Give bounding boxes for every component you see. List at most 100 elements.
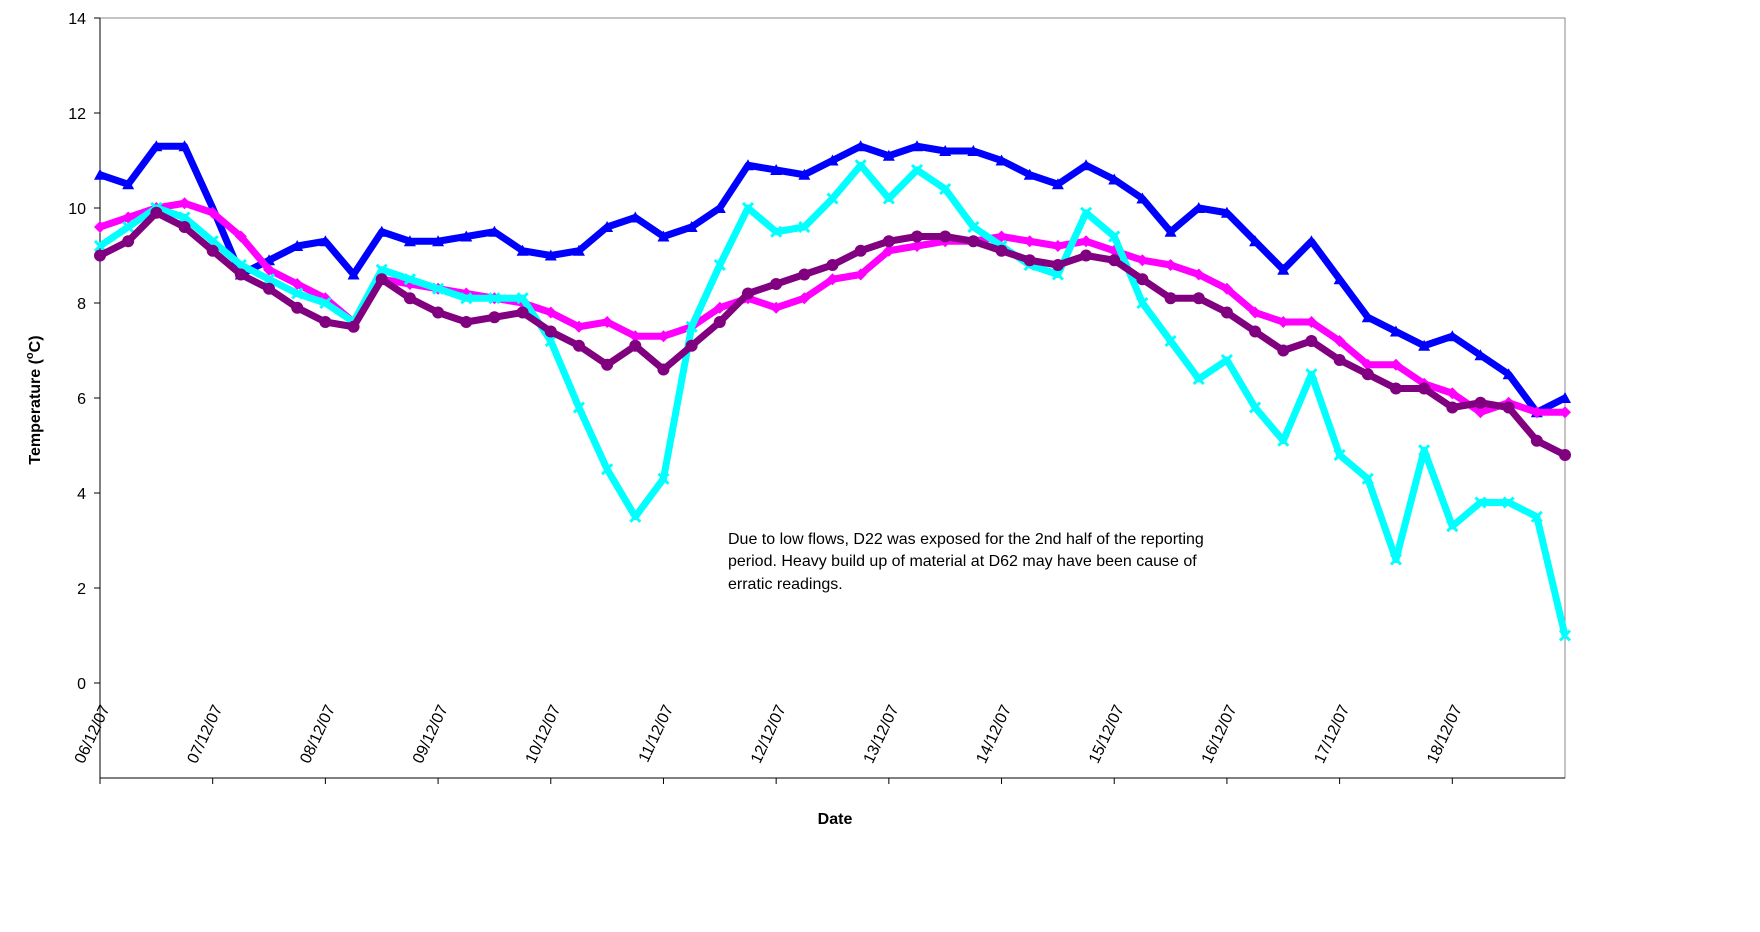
point: [1530, 510, 1543, 523]
point: [1389, 553, 1403, 566]
y-axis-label: Temperature (oC): [24, 335, 44, 464]
point: [1446, 401, 1459, 414]
x-tick-label: 11/12/07: [636, 702, 677, 765]
point: [770, 225, 783, 238]
point: [1474, 349, 1487, 361]
point: [657, 330, 670, 343]
point: [347, 268, 360, 280]
x-tick-label: 09/12/07: [410, 702, 452, 766]
point: [1361, 368, 1374, 381]
point: [601, 358, 614, 371]
point: [601, 221, 614, 232]
point: [741, 201, 755, 215]
point: [1192, 202, 1205, 213]
point: [1080, 249, 1093, 262]
point: [375, 263, 388, 276]
x-axis-label: Date: [818, 811, 853, 828]
point: [685, 221, 698, 232]
point: [94, 168, 106, 180]
point: [882, 192, 895, 205]
y-tick-label: 10: [68, 201, 86, 218]
point: [122, 220, 135, 234]
point: [1108, 230, 1121, 243]
point: [1502, 368, 1515, 380]
point: [995, 230, 1008, 243]
x-tick-label: 12/12/07: [748, 702, 790, 766]
point: [150, 206, 163, 219]
y-tick-label: 8: [77, 296, 86, 313]
point: [1051, 268, 1064, 281]
point: [516, 244, 529, 256]
point: [1249, 401, 1262, 414]
point: [826, 154, 839, 166]
annotation: Due to low flows, D22 was exposed for th…: [728, 531, 1204, 548]
y-tick-label: 0: [77, 676, 86, 693]
plot-frame: [99, 17, 1566, 779]
point: [1446, 330, 1459, 342]
point: [741, 287, 754, 300]
point: [1305, 368, 1318, 381]
point: [1333, 273, 1346, 285]
x-tick-label: 10/12/07: [523, 702, 565, 766]
point: [1023, 168, 1036, 180]
x-tick-label: 14/12/07: [973, 702, 1015, 766]
point: [291, 278, 304, 290]
point: [1080, 159, 1093, 171]
point: [1361, 358, 1374, 371]
point: [432, 282, 445, 295]
point: [544, 249, 557, 261]
point: [319, 316, 332, 328]
point: [854, 244, 867, 257]
point: [234, 268, 247, 281]
point: [572, 244, 585, 256]
point: [629, 339, 642, 352]
y-tick-label: 2: [77, 581, 86, 598]
point: [94, 221, 106, 233]
y-tick-label: 4: [77, 486, 86, 503]
point: [770, 164, 783, 175]
point: [178, 140, 191, 152]
point: [798, 168, 811, 180]
point: [854, 140, 867, 152]
point: [1502, 496, 1515, 509]
x-tick-label: 16/12/07: [1199, 702, 1241, 766]
point: [1023, 235, 1036, 248]
point: [460, 230, 473, 242]
point: [911, 140, 924, 152]
point: [601, 463, 614, 476]
point: [572, 339, 585, 352]
point: [178, 221, 191, 233]
point: [347, 320, 360, 333]
point: [939, 145, 952, 156]
point: [206, 206, 219, 219]
point: [1305, 316, 1318, 328]
point: [1192, 268, 1205, 281]
y-label-part: C): [27, 335, 44, 352]
point: [1164, 225, 1177, 237]
x-tick-label: 13/12/07: [861, 702, 903, 766]
point: [1389, 325, 1402, 337]
point: [1220, 306, 1233, 319]
point: [798, 268, 811, 281]
point: [713, 258, 726, 272]
point: [1530, 434, 1543, 447]
point: [1164, 292, 1177, 305]
point: [1277, 263, 1290, 275]
point: [939, 230, 952, 243]
point: [1249, 235, 1262, 247]
point: [122, 235, 135, 248]
point: [1249, 306, 1262, 319]
point: [854, 268, 867, 281]
point: [263, 282, 276, 295]
point: [572, 320, 585, 333]
point: [1559, 406, 1571, 419]
point: [1389, 358, 1402, 371]
point: [122, 178, 135, 190]
point: [1446, 520, 1459, 533]
point: [1136, 296, 1149, 310]
point: [1136, 192, 1149, 204]
point: [1192, 372, 1205, 386]
point: [375, 273, 388, 286]
point: [770, 278, 783, 290]
